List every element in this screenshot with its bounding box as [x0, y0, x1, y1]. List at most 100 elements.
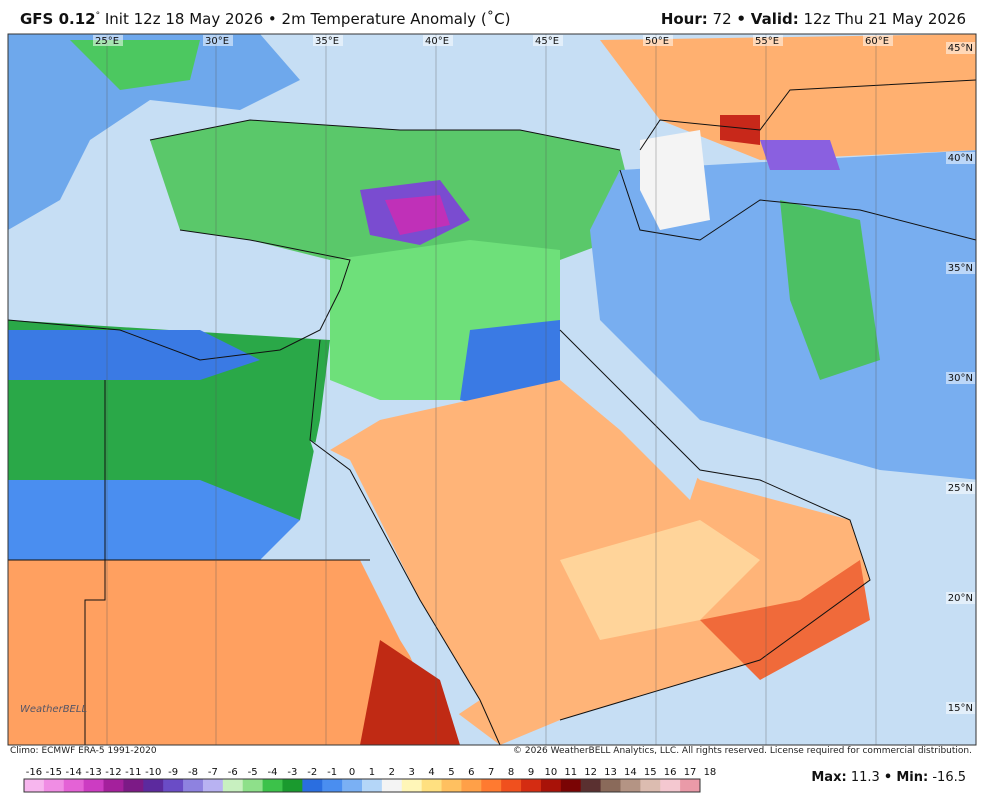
colorbar-swatch	[63, 779, 85, 792]
colorbar-swatch	[600, 779, 621, 792]
colorbar-label: 11	[564, 767, 577, 778]
lat-label: 40°N	[948, 153, 973, 164]
colorbar-label: 15	[644, 767, 657, 778]
lat-label: 25°N	[948, 483, 973, 494]
colorbar-label: -14	[66, 767, 82, 778]
colorbar-label: 7	[488, 767, 494, 778]
colorbar-swatch	[620, 779, 641, 792]
label-bg	[946, 702, 975, 714]
label-bg	[946, 262, 975, 274]
lat-label: 15°N	[948, 703, 973, 714]
colorbar-swatch	[123, 779, 144, 792]
lat-label: 35°N	[948, 263, 973, 274]
colorbar-swatch	[560, 779, 582, 792]
sep: •	[883, 770, 893, 785]
valid-info: Hour: 72 • Valid: 12z Thu 21 May 2026	[661, 10, 966, 28]
colorbar-swatch	[481, 779, 502, 792]
colorbar-swatch	[262, 779, 283, 792]
lon-label: 35°E	[315, 36, 339, 47]
hour: 72	[712, 10, 732, 28]
colorbar-swatch	[421, 779, 443, 792]
valid: 12z Thu 21 May 2026	[803, 10, 966, 28]
max-label: Max:	[811, 770, 847, 785]
colorbar-swatch	[163, 779, 184, 792]
colorbar-label: -4	[268, 767, 278, 778]
label-bg	[946, 482, 975, 494]
lon-label: 55°E	[755, 36, 779, 47]
colorbar-label: -16	[26, 767, 42, 778]
colorbar-swatch	[24, 779, 45, 792]
colorbar-label: 17	[684, 767, 697, 778]
colorbar-swatch	[401, 779, 423, 792]
label-bg	[863, 35, 893, 46]
colorbar-label: 6	[468, 767, 474, 778]
colorbar-label: 13	[604, 767, 617, 778]
colorbar-label: -11	[125, 767, 141, 778]
colorbar-swatch	[322, 779, 343, 792]
label-bg	[533, 35, 563, 46]
colorbar-label: -5	[248, 767, 258, 778]
colorbar-swatch	[222, 779, 244, 792]
degree: °	[95, 11, 101, 21]
colorbar-swatch	[83, 779, 105, 792]
init: Init 12z 18 May 2026 • 2m Temperature An…	[104, 10, 511, 28]
colorbar-label: 2	[389, 767, 395, 778]
colorbar-swatch	[501, 779, 522, 792]
colorbar-swatch	[540, 779, 562, 792]
max-min: Max: 11.3 • Min: -16.5	[811, 770, 966, 785]
sep: •	[736, 10, 747, 28]
colorbar-swatch	[103, 779, 124, 792]
colorbar-swatch	[521, 779, 542, 792]
colorbar-swatch	[282, 779, 303, 792]
map-field	[8, 34, 976, 745]
min-label: Min:	[896, 770, 929, 785]
label-bg	[643, 35, 673, 46]
copyright: © 2026 WeatherBELL Analytics, LLC. All r…	[513, 746, 972, 756]
label-bg	[946, 372, 975, 384]
colorbar-swatch	[302, 779, 323, 792]
valid-label: Valid:	[750, 10, 799, 28]
hour-label: Hour:	[660, 10, 708, 28]
colorbar-label: 0	[349, 767, 355, 778]
colorbar-label: 18	[704, 767, 717, 778]
colorbar-label: -6	[228, 767, 238, 778]
lon-label: 30°E	[205, 36, 229, 47]
colorbar-swatch	[441, 779, 462, 792]
colorbar-label: 1	[369, 767, 375, 778]
colorbar-swatch	[43, 779, 65, 792]
colorbar-label: -8	[188, 767, 198, 778]
label-bg	[313, 35, 343, 46]
max: 11.3	[850, 770, 880, 785]
lon-label: 25°E	[95, 36, 119, 47]
colorbar-label: -2	[307, 767, 317, 778]
lon-label: 45°E	[535, 36, 559, 47]
lat-label: 30°N	[948, 373, 973, 384]
colorbar-swatch	[202, 779, 224, 792]
colorbar-label: 3	[409, 767, 415, 778]
colorbar-label: -1	[327, 767, 337, 778]
colorbar-label: 9	[528, 767, 534, 778]
colorbar-label: 5	[448, 767, 454, 778]
colorbar-label: -15	[46, 767, 62, 778]
colorbar-label: 14	[624, 767, 637, 778]
model: GFS 0.12	[20, 10, 96, 28]
colorbar-frame	[23, 778, 701, 793]
colorbar-swatch	[342, 779, 363, 792]
label-bg	[753, 35, 783, 46]
label-bg	[423, 35, 453, 46]
colorbar-swatch	[381, 779, 403, 792]
colorbar-swatch	[660, 779, 681, 792]
lat-label: 20°N	[948, 593, 973, 604]
colorbar-label: -9	[168, 767, 178, 778]
label-bg	[203, 35, 233, 46]
colorbar-swatch	[640, 779, 661, 792]
lon-label: 40°E	[425, 36, 449, 47]
colorbar-label: -13	[85, 767, 101, 778]
colorbar-label: 16	[664, 767, 677, 778]
lon-label: 50°E	[645, 36, 669, 47]
logo: WeatherBELL	[20, 704, 87, 715]
colorbar-swatch	[183, 779, 204, 792]
climo: Climo: ECMWF ERA-5 1991-2020	[10, 746, 157, 756]
